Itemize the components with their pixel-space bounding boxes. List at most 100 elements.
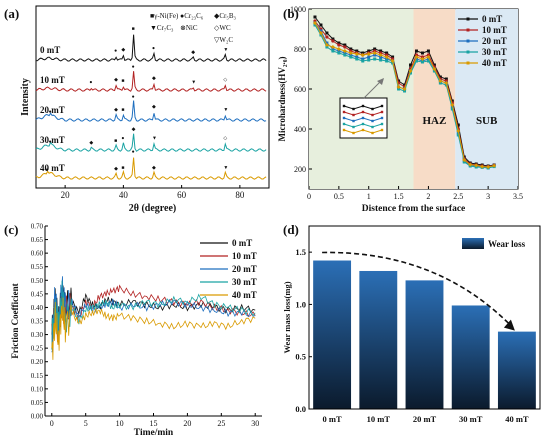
hardness-point: [468, 162, 473, 167]
hardness-point: [450, 107, 454, 111]
y-axis-label: Wear mass loss(mg): [282, 281, 292, 353]
hardness-point: [361, 57, 365, 61]
hardness-point: [450, 99, 454, 103]
phase-marker: ●: [114, 49, 117, 54]
phase-marker: ■: [132, 27, 135, 32]
x-tick-label: 60: [177, 190, 187, 200]
hardness-point: [336, 47, 341, 51]
xrd-series-label: 10 mT: [40, 75, 65, 85]
inset-point: [371, 107, 374, 111]
inset-point: [352, 119, 355, 123]
hardness-point: [343, 43, 347, 47]
xrd-pattern-line: [35, 133, 267, 152]
phase-marker: ▼: [191, 80, 196, 85]
panel-b-label: (b): [283, 6, 299, 21]
hardness-point: [355, 55, 359, 59]
hardness-point: [313, 15, 317, 19]
y-axis-label: Microhardness(HV₂.₀): [277, 57, 287, 142]
hardness-point: [486, 165, 491, 169]
wear-bar: [497, 331, 536, 409]
inset-point: [352, 107, 355, 111]
inset-point: [380, 128, 384, 132]
phase-marker: ●: [121, 137, 124, 142]
trend-arrow: [322, 251, 512, 327]
legend-marker: [466, 28, 470, 32]
panel-d-legend: Wear loss: [462, 238, 526, 249]
legend-label: 10 mT: [232, 251, 257, 261]
y-tick-label: 0.00: [31, 413, 44, 421]
y-tick-label: 0.20: [31, 358, 44, 366]
panel-c-legend: 0 mT 10 mT 20 mT 30 mT 40 mT: [200, 238, 257, 300]
hardness-point: [426, 59, 430, 63]
legend-marker: [466, 17, 470, 21]
phase-marker: ◆: [152, 76, 156, 82]
legend-entry: ●Cr₂₃C₆: [180, 12, 204, 20]
phase-marker: ◆: [114, 107, 118, 113]
hardness-point: [396, 85, 401, 89]
hardness-point: [343, 53, 347, 57]
x-tick-label: 40: [119, 190, 129, 200]
x-tick-label: 2: [426, 192, 430, 201]
legend-label: 0 mT: [482, 14, 502, 24]
panel-a-label: (a): [4, 6, 19, 21]
x-tick-label: 30 mT: [459, 414, 483, 424]
x-tick-label: 10 mT: [367, 414, 391, 424]
hardness-point: [379, 49, 383, 53]
panel-b: (b) CZHAZSUB 00.511.522.533.520040060080…: [277, 5, 523, 214]
phase-marker: ◆: [114, 77, 118, 83]
panel-a: (a) 0 mT ● ◆■●◆▼10 mT ●◆ ■●◆▼◇20 mT● ◆ ■●◆▼30 …: [4, 5, 270, 214]
panel-a-frame: [35, 5, 270, 189]
x-tick-label: 80: [235, 190, 245, 200]
legend-marker: [466, 61, 470, 65]
hardness-point: [402, 87, 407, 91]
y-tick-label: 400: [294, 125, 306, 134]
xrd-series-label: 0 mT: [40, 45, 60, 55]
inset-point: [361, 128, 365, 132]
hardness-point: [408, 69, 413, 73]
plot-frame: [308, 225, 541, 410]
y-tick-label: 0.15: [31, 372, 44, 380]
phase-marker: ◆: [89, 140, 93, 146]
hardness-point: [414, 59, 418, 63]
inset-point: [371, 131, 374, 135]
inset-point: [380, 104, 384, 108]
x-tick-label: 20 mT: [413, 414, 437, 424]
phase-marker: ◆: [114, 166, 118, 172]
hardness-point: [367, 58, 371, 62]
wear-bar: [359, 270, 398, 409]
hardness-point: [480, 164, 485, 169]
hardness-point: [331, 49, 335, 53]
hardness-point: [438, 75, 442, 79]
x-tick-label: 3: [486, 192, 490, 201]
xrd-pattern-line: [35, 157, 267, 180]
hardness-point: [372, 51, 377, 55]
panel-c: (c) 0 5 10 15 20 25 30 0.00 0.05 0.10 0.15 0.20 0.25…: [4, 222, 262, 436]
legend-label: 10 mT: [482, 25, 507, 35]
x-tick-label: 5: [84, 419, 88, 428]
y-tick-label: 0.10: [31, 385, 44, 393]
x-tick-label: 0.5: [334, 192, 344, 201]
y-tick-label: 200: [294, 165, 306, 174]
legend-swatch: [462, 238, 484, 249]
region-label: HAZ: [422, 115, 446, 127]
hardness-point: [462, 158, 467, 162]
legend-entry: ◆Cr₅B₃: [214, 12, 236, 20]
phase-marker: ◆: [152, 104, 156, 110]
phase-marker: ▼: [152, 137, 157, 142]
y-tick-label: 0.05: [31, 399, 44, 407]
hardness-point: [420, 51, 424, 55]
hardness-point: [325, 31, 329, 35]
x-axis-label: Time/min: [134, 428, 174, 436]
legend-label: 20 mT: [232, 264, 257, 274]
y-tick-label: 0.5: [295, 352, 306, 362]
friction-line: [51, 276, 256, 353]
y-tick-label: 600: [294, 85, 306, 94]
hardness-point: [367, 49, 371, 53]
hardness-point: [456, 123, 460, 127]
panel-a-plot: 0 mT ● ◆■●◆▼10 mT ●◆ ■●◆▼◇20 mT● ◆ ■●◆▼30 mT● ◆…: [35, 27, 267, 180]
y-axis-label: Friction Coefficient: [10, 283, 20, 358]
hardness-point: [355, 57, 359, 61]
legend-label: 40 mT: [232, 290, 257, 300]
panel-c-plot: [51, 276, 256, 360]
